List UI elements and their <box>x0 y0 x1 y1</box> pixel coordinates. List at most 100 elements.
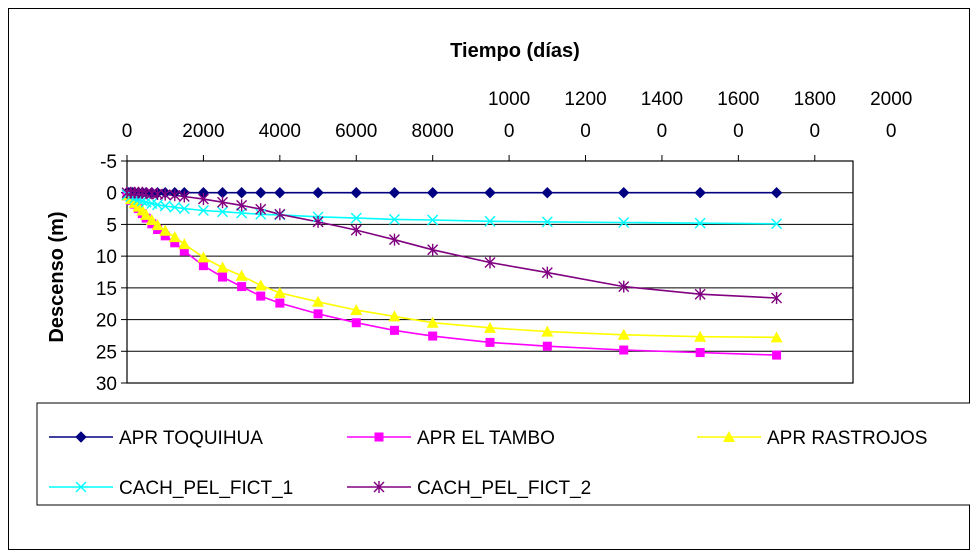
data-point <box>484 256 496 269</box>
data-point <box>168 231 181 243</box>
data-point <box>313 309 323 319</box>
data-point <box>485 337 495 347</box>
data-point <box>218 272 228 282</box>
legend-marker <box>374 432 384 442</box>
x-tick-label-top: 1600 <box>717 89 759 110</box>
data-point <box>617 328 630 340</box>
data-point <box>275 298 285 308</box>
data-point <box>159 200 171 212</box>
series-line <box>127 191 777 299</box>
data-point <box>235 269 248 281</box>
y-tick-label: 15 <box>96 279 117 300</box>
data-point <box>772 350 782 360</box>
data-point <box>484 215 496 227</box>
data-point <box>388 310 401 322</box>
x-tick-label-top: 1200 <box>564 89 606 110</box>
x-tick-label: 0 <box>657 121 668 142</box>
data-point <box>273 286 286 298</box>
data-point <box>428 331 438 341</box>
data-point <box>274 187 286 199</box>
y-tick-label: 20 <box>96 311 117 332</box>
data-point <box>542 341 552 351</box>
data-point <box>388 213 400 225</box>
series-markers <box>121 186 783 360</box>
data-point <box>216 261 229 273</box>
x-tick-label: 8000 <box>412 121 454 142</box>
data-point <box>236 199 248 212</box>
y-tick-label: 5 <box>106 215 117 236</box>
legend-item: CACH_PEL_FICT_2 <box>347 478 591 499</box>
legend-marker <box>723 431 735 442</box>
data-point <box>169 201 181 213</box>
x-tick-label: 0 <box>886 121 897 142</box>
data-point <box>312 215 324 228</box>
data-point <box>159 224 172 236</box>
data-point <box>618 217 630 229</box>
data-point <box>541 187 554 199</box>
y-tick-label: 10 <box>96 247 117 268</box>
data-point <box>694 330 707 342</box>
data-point <box>170 238 180 248</box>
data-point <box>770 331 783 343</box>
data-point <box>160 231 170 241</box>
data-point <box>619 345 629 355</box>
x-axis-title: Tiempo (días) <box>450 40 580 62</box>
data-point <box>254 279 267 291</box>
data-point <box>145 213 158 225</box>
data-point <box>771 218 783 230</box>
data-point <box>694 288 706 301</box>
data-point <box>178 203 190 215</box>
data-point <box>771 292 783 305</box>
legend-marker <box>373 481 385 493</box>
data-point <box>312 187 324 199</box>
x-tick-label: 0 <box>733 121 744 142</box>
x-tick-label: 0 <box>580 121 591 142</box>
data-point <box>618 187 630 199</box>
chart-svg: Tiempo (días) Descenso (m) 0 2000 4000 6000… <box>36 40 970 506</box>
data-point <box>388 233 400 246</box>
x-tick-label: 2000 <box>182 121 224 142</box>
legend-item: APR RASTROJOS <box>697 428 927 449</box>
data-point <box>350 187 362 199</box>
x-tick-label-top: 1800 <box>794 89 836 110</box>
data-point <box>351 318 361 328</box>
data-point <box>350 212 362 224</box>
data-point <box>237 282 247 292</box>
y-axis-title: Descenso (m) <box>46 211 68 342</box>
x-tick-label: 0 <box>810 121 821 142</box>
data-point <box>151 219 164 231</box>
data-point <box>484 187 496 199</box>
data-point <box>312 295 325 307</box>
chart-area: Tiempo (días) Descenso (m) 0 2000 4000 6000… <box>8 8 970 550</box>
x-axis-ticks: 0 2000 4000 6000 800010000120001400016000180… <box>122 89 912 161</box>
legend-marker <box>75 431 87 443</box>
data-point <box>140 208 153 220</box>
data-point <box>217 196 229 209</box>
data-point <box>178 238 191 250</box>
legend-box <box>36 402 970 506</box>
data-point <box>197 251 210 263</box>
y-tick-label: -5 <box>100 152 117 173</box>
data-point <box>426 187 439 199</box>
data-point <box>197 204 209 216</box>
x-tick-label: 0 <box>122 121 133 142</box>
data-point <box>274 208 286 221</box>
data-point <box>350 224 362 237</box>
x-tick-label: 4000 <box>259 121 301 142</box>
x-tick-label-top: 1000 <box>488 89 530 110</box>
legend-item: APR TOQUIHUA <box>49 428 263 449</box>
data-point <box>179 246 189 256</box>
y-tick-label: 0 <box>106 184 117 205</box>
data-point <box>169 189 181 202</box>
data-point <box>484 321 496 333</box>
data-point <box>388 187 401 199</box>
x-tick-label-top: 2000 <box>870 89 912 110</box>
data-point <box>255 187 267 199</box>
data-point <box>216 187 229 199</box>
legend: APR TOQUIHUA APR EL TAMBO APR RASTROJOS CAC… <box>49 428 927 499</box>
data-point <box>256 291 266 301</box>
legend-item: CACH_PEL_FICT_1 <box>49 478 293 499</box>
legend-label: APR EL TAMBO <box>417 428 555 449</box>
legend-label: CACH_PEL_FICT_1 <box>119 478 293 499</box>
legend-label: APR RASTROJOS <box>767 428 927 449</box>
